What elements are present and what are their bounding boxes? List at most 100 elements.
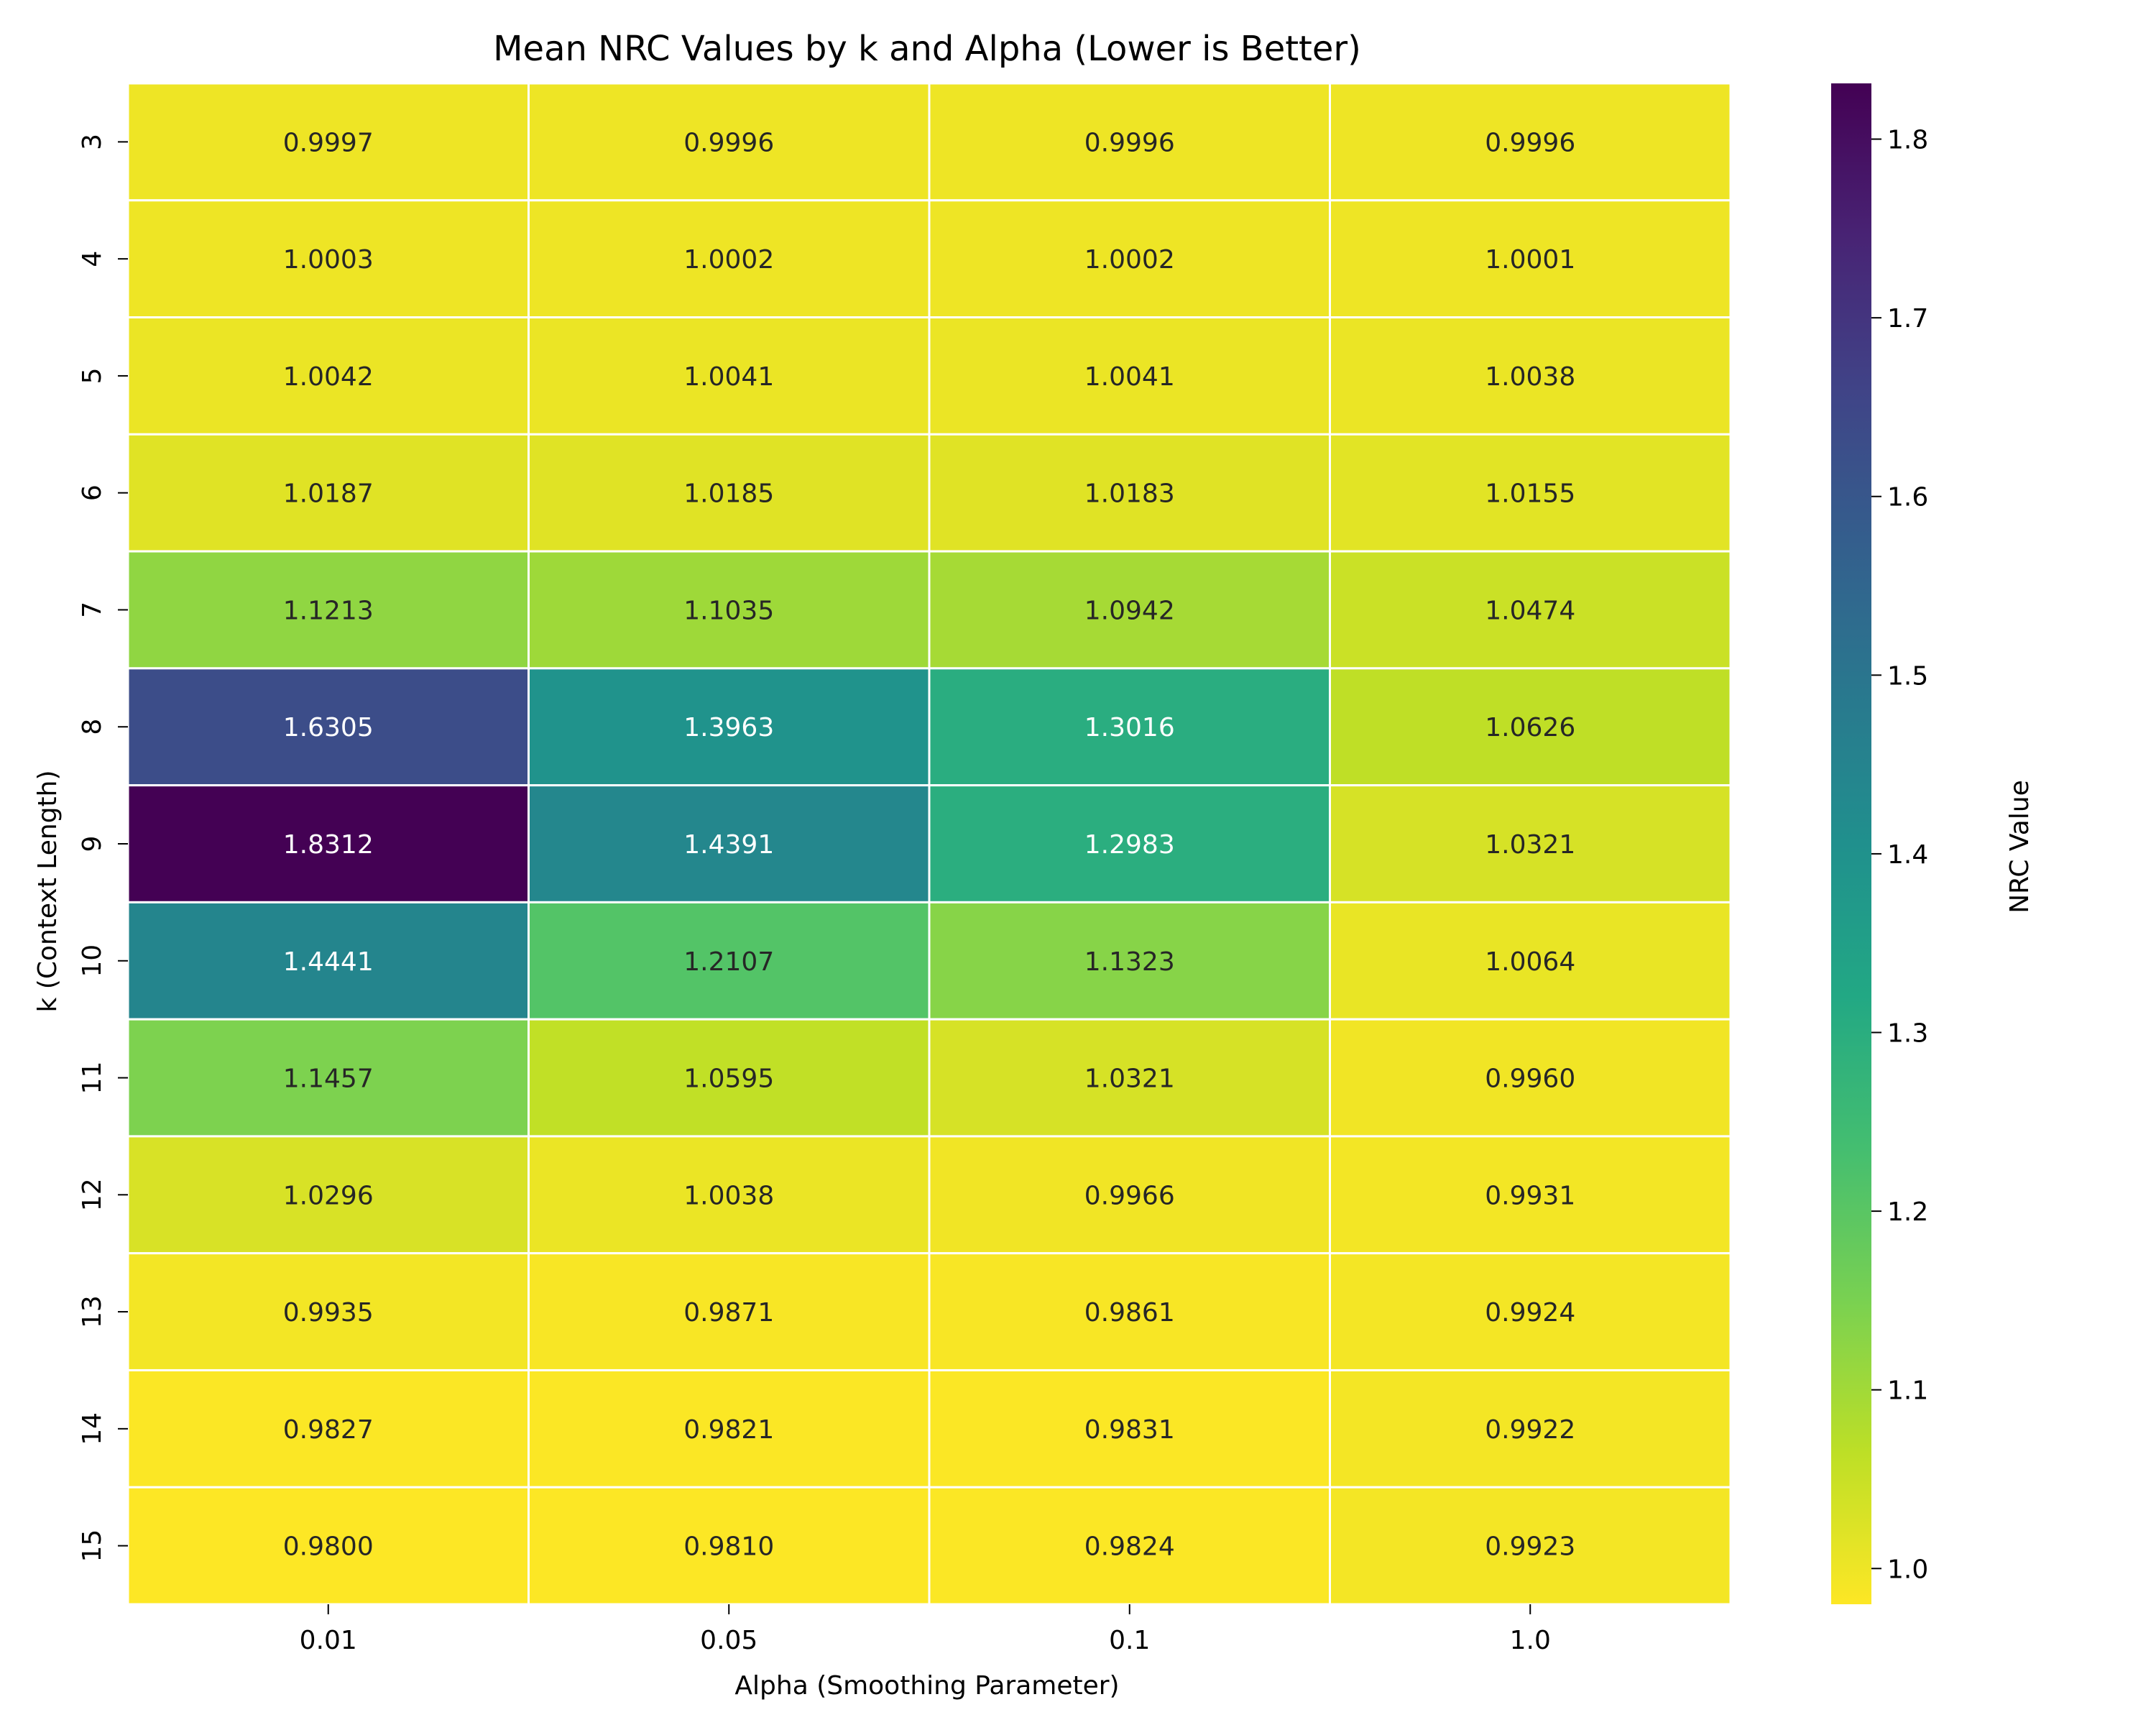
- heatmap-cell: [528, 1368, 931, 1489]
- heatmap-cell: [126, 1368, 530, 1489]
- cell-value-label: 0.9996: [1084, 128, 1175, 157]
- y-axis-ticks: 3 4 5 6 7 8 9 10 11 12 13 14 15: [78, 134, 128, 1563]
- heatmap-cell: [1329, 316, 1732, 436]
- cell-value-label: 1.0038: [683, 1181, 774, 1210]
- cell-value-label: 0.9824: [1084, 1532, 1175, 1562]
- colorbar-tick-label: 1.6: [1887, 483, 1928, 512]
- heatmap-cell: [1329, 1018, 1732, 1138]
- heatmap-cell: [528, 433, 931, 553]
- heatmap-cell: [1329, 199, 1732, 319]
- heatmap-cell: [126, 901, 530, 1021]
- heatmap-cell: [528, 1486, 931, 1606]
- cell-value-label: 1.0942: [1084, 596, 1175, 625]
- cell-value-label: 0.9966: [1084, 1181, 1175, 1210]
- heatmap-cells: 0.9997 0.9996 0.9996 0.9996 1.0003 1.0002 1.00…: [126, 82, 1732, 1606]
- colorbar-tick-label: 1.4: [1887, 840, 1928, 870]
- cell-value-label: 0.9831: [1084, 1415, 1175, 1445]
- colorbar-label: NRC Value: [2005, 780, 2035, 914]
- cell-value-label: 1.0296: [283, 1181, 374, 1210]
- cell-value-label: 1.0038: [1485, 362, 1575, 392]
- colorbar-tick-label: 1.5: [1887, 661, 1928, 691]
- cell-value-label: 1.0155: [1485, 479, 1575, 509]
- y-tick-label: 5: [78, 367, 107, 384]
- heatmap-cell: [1329, 1486, 1732, 1606]
- cell-value-label: 1.0321: [1084, 1064, 1175, 1094]
- x-tick-label: 0.1: [1109, 1626, 1150, 1655]
- cell-value-label: 1.1323: [1084, 947, 1175, 977]
- cell-value-label: 1.0041: [683, 362, 774, 392]
- colorbar: 1.0 1.1 1.2 1.3 1.4 1.5 1.6 1.7 1.8: [1831, 83, 1928, 1604]
- cell-value-label: 0.9821: [683, 1415, 774, 1445]
- heatmap-cell: [528, 550, 931, 670]
- colorbar-tick-label: 1.3: [1887, 1019, 1928, 1049]
- cell-value-label: 1.0002: [1084, 245, 1175, 275]
- x-tick-label: 0.05: [700, 1626, 757, 1655]
- y-tick-label: 9: [78, 836, 107, 852]
- y-tick-label: 7: [78, 602, 107, 618]
- y-axis-label: k (Context Length): [33, 770, 63, 1012]
- heatmap-cell: [126, 199, 530, 319]
- cell-value-label: 0.9871: [683, 1298, 774, 1328]
- cell-value-label: 0.9996: [683, 128, 774, 157]
- chart-title: Mean NRC Values by k and Alpha (Lower is…: [493, 29, 1361, 69]
- y-tick-label: 13: [78, 1295, 107, 1328]
- colorbar-tick-label: 1.1: [1887, 1376, 1928, 1406]
- colorbar-tick-label: 1.0: [1887, 1555, 1928, 1584]
- cell-value-label: 1.0003: [283, 245, 374, 275]
- cell-value-label: 0.9960: [1485, 1064, 1575, 1094]
- heatmap-cell: [528, 1135, 931, 1255]
- cell-value-label: 1.3963: [683, 713, 774, 742]
- heatmap-cell: [928, 901, 1331, 1021]
- heatmap-cell: [1329, 1135, 1732, 1255]
- x-axis-ticks: 0.01 0.05 0.1 1.0: [300, 1604, 1551, 1655]
- y-tick-label: 14: [78, 1412, 107, 1445]
- cell-value-label: 1.1457: [283, 1064, 374, 1094]
- heatmap-cell: [528, 199, 931, 319]
- colorbar-tick-label: 1.8: [1887, 126, 1928, 155]
- cell-value-label: 1.0321: [1485, 830, 1575, 860]
- colorbar-tick-label: 1.7: [1887, 304, 1928, 334]
- heatmap-cell: [1329, 433, 1732, 553]
- heatmap-cell: [928, 1018, 1331, 1138]
- cell-value-label: 0.9800: [283, 1532, 374, 1562]
- y-tick-label: 11: [78, 1062, 107, 1095]
- cell-value-label: 1.0185: [683, 479, 774, 509]
- x-axis-label: Alpha (Smoothing Parameter): [734, 1671, 1119, 1701]
- cell-value-label: 0.9827: [283, 1415, 374, 1445]
- y-tick-label: 3: [78, 134, 107, 150]
- heatmap-cell: [126, 1135, 530, 1255]
- cell-value-label: 0.9924: [1485, 1298, 1575, 1328]
- cell-value-label: 1.0595: [683, 1064, 774, 1094]
- heatmap-cell: [126, 433, 530, 553]
- heatmap-cell: [928, 1368, 1331, 1489]
- cell-value-label: 0.9931: [1485, 1181, 1575, 1210]
- cell-value-label: 0.9997: [283, 128, 374, 157]
- heatmap-cell: [126, 550, 530, 670]
- cell-value-label: 0.9922: [1485, 1415, 1575, 1445]
- heatmap-cell: [126, 1486, 530, 1606]
- heatmap-cell: [928, 1135, 1331, 1255]
- y-tick-label: 15: [78, 1530, 107, 1563]
- cell-value-label: 1.0474: [1485, 596, 1575, 625]
- cell-value-label: 0.9996: [1485, 128, 1575, 157]
- cell-value-label: 0.9935: [283, 1298, 374, 1328]
- y-tick-label: 12: [78, 1178, 107, 1211]
- cell-value-label: 1.2107: [683, 947, 774, 977]
- heatmap-cell: [928, 784, 1331, 903]
- heatmap-cell: [1329, 1368, 1732, 1489]
- colorbar-tick-label: 1.2: [1887, 1197, 1928, 1227]
- cell-value-label: 1.8312: [283, 830, 374, 860]
- heatmap-cell: [928, 1252, 1331, 1371]
- cell-value-label: 1.0626: [1485, 713, 1575, 742]
- cell-value-label: 1.0064: [1485, 947, 1575, 977]
- y-tick-label: 4: [78, 251, 107, 267]
- cell-value-label: 1.2983: [1084, 830, 1175, 860]
- heatmap-cell: [1329, 784, 1732, 903]
- heatmap-cell: [528, 667, 931, 787]
- heatmap-cell: [1329, 82, 1732, 202]
- cell-value-label: 1.1213: [283, 596, 374, 625]
- cell-value-label: 1.4391: [683, 830, 774, 860]
- cell-value-label: 0.9923: [1485, 1532, 1575, 1562]
- cell-value-label: 1.0187: [283, 479, 374, 509]
